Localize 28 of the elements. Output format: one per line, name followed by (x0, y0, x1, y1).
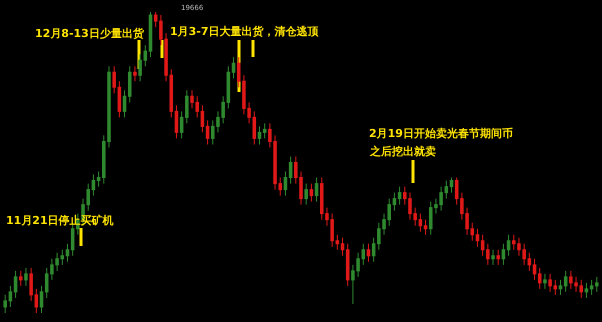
candlestick (496, 249, 500, 266)
candlestick (18, 270, 23, 286)
candlestick (284, 171, 288, 196)
annotation: 2月19日开始卖光春节期间币 (369, 127, 513, 140)
candlestick (304, 183, 308, 206)
candlestick (366, 243, 370, 262)
annotation: 之后挖出就卖 (369, 145, 436, 158)
candlestick (543, 273, 547, 290)
candlestick (351, 264, 355, 304)
annotation: 12月8-13日少量出货 (35, 27, 145, 40)
candlestick (424, 219, 428, 236)
candlestick (314, 177, 318, 202)
annotation: 1月3-7日大量出货，清仓逃顶 (170, 25, 320, 38)
candlestick (398, 186, 402, 206)
candlestick (310, 183, 314, 202)
candlestick (268, 122, 272, 148)
candlestick (491, 249, 495, 266)
candlestick (206, 120, 210, 145)
candlestick (232, 56, 236, 79)
candlestick (133, 66, 137, 82)
annotation: 11月21日停止买矿机 (6, 214, 114, 227)
candlestick (506, 234, 510, 256)
candlestick (569, 270, 573, 290)
candlestick (502, 243, 506, 266)
candlestick (288, 156, 292, 184)
candlestick (14, 270, 18, 298)
candlestick (584, 282, 588, 298)
candlestick (24, 267, 28, 286)
